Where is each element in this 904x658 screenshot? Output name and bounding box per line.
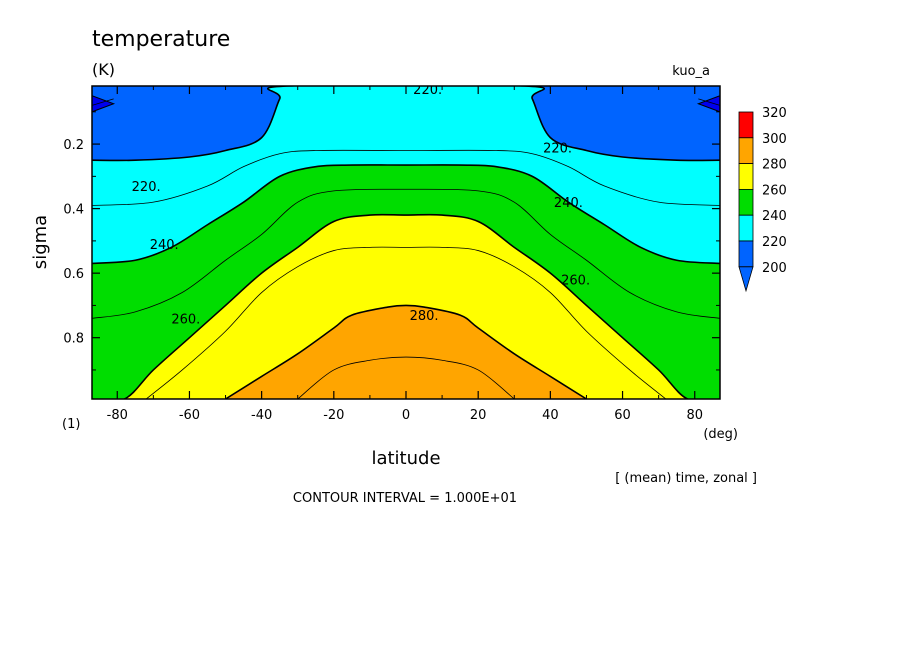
band-below-200-0 [92, 95, 116, 113]
band-below-200-1 [696, 95, 720, 113]
y-axis: 0.2 0.4 0.6 0.8 [63, 111, 720, 371]
contour-labels: 220. 220. 220. 240. 240. 260. 260. 280. [132, 83, 590, 327]
y-tick-label-2: 0.6 [63, 267, 84, 282]
colorbar-segment-2 [738, 163, 754, 190]
contour-interval-text: CONTOUR INTERVAL = 1.000E+01 [293, 491, 517, 506]
contour-label-2: 220. [132, 180, 161, 195]
colorbar-label-0: 320 [762, 106, 787, 121]
y-tick-label-1: 0.4 [63, 203, 84, 218]
contour-line-4 [145, 246, 667, 399]
y-tick-label-3: 0.8 [63, 332, 84, 347]
y-tick-label-0: 0.2 [63, 138, 84, 153]
x-tick-label-5: 20 [470, 408, 487, 423]
averaging-note: [ (mean) time, zonal ] [615, 471, 757, 486]
contour-label-4: 240. [150, 238, 179, 253]
contour-boundary-220-240 [92, 164, 720, 265]
x-tick-label-0: -80 [107, 408, 128, 423]
x-axis: -80 -60 -40 -20 0 20 40 60 80 [107, 86, 703, 423]
contour-label-5: 260. [561, 274, 590, 289]
x-tick-label-2: -40 [251, 408, 272, 423]
contour-label-3: 240. [554, 196, 583, 211]
colorbar-segment-4 [738, 214, 754, 242]
x-tick-label-7: 60 [614, 408, 631, 423]
x-tick-label-4: 0 [402, 408, 410, 423]
plot-area: 220. 220. 220. 240. 240. 260. 260. 280. [92, 83, 720, 399]
contour-line-2 [92, 149, 720, 206]
x-tick-label-8: 80 [686, 408, 703, 423]
colorbar-segment-1 [738, 137, 754, 165]
x-tick-label-3: -20 [323, 408, 344, 423]
colorbar: 320 300 280 260 240 220 200 [738, 106, 787, 293]
experiment-label: kuo_a [672, 64, 710, 79]
contour-line-5 [297, 356, 515, 399]
chart-title: temperature [92, 27, 230, 52]
x-tick-label-1: -60 [179, 408, 200, 423]
chart-units: (K) [92, 60, 115, 79]
contour-boundary-240-260 [92, 213, 720, 399]
y-axis-label: sigma [30, 215, 51, 269]
contour-line-0 [92, 98, 114, 106]
colorbar-label-5: 220 [762, 235, 787, 250]
contour-label-7: 280. [410, 309, 439, 324]
contour-boundary-200-220 [92, 86, 720, 162]
x-axis-units: (deg) [703, 427, 738, 442]
colorbar-label-4: 240 [762, 209, 787, 224]
x-tick-label-6: 40 [542, 408, 559, 423]
x-axis-label: latitude [371, 448, 440, 469]
contour-lines [92, 86, 720, 399]
contour-label-6: 260. [171, 312, 200, 327]
contour-label-1: 220. [543, 141, 572, 156]
colorbar-label-2: 280 [762, 158, 787, 173]
colorbar-segment-0 [738, 111, 754, 139]
contour-label-0: 220. [413, 83, 442, 98]
contour-line-1 [698, 98, 720, 106]
contour-boundary-260-280 [225, 304, 587, 399]
contour-line-3 [92, 188, 720, 319]
band-200-220 [92, 86, 720, 161]
y-axis-units: (1) [62, 417, 80, 432]
colorbar-label-3: 260 [762, 183, 787, 198]
colorbar-label-6: 200 [762, 261, 787, 276]
colorbar-segment-5 [738, 240, 754, 268]
colorbar-underflow-triangle [738, 266, 754, 293]
colorbar-segment-3 [738, 188, 754, 216]
colorbar-label-1: 300 [762, 132, 787, 147]
